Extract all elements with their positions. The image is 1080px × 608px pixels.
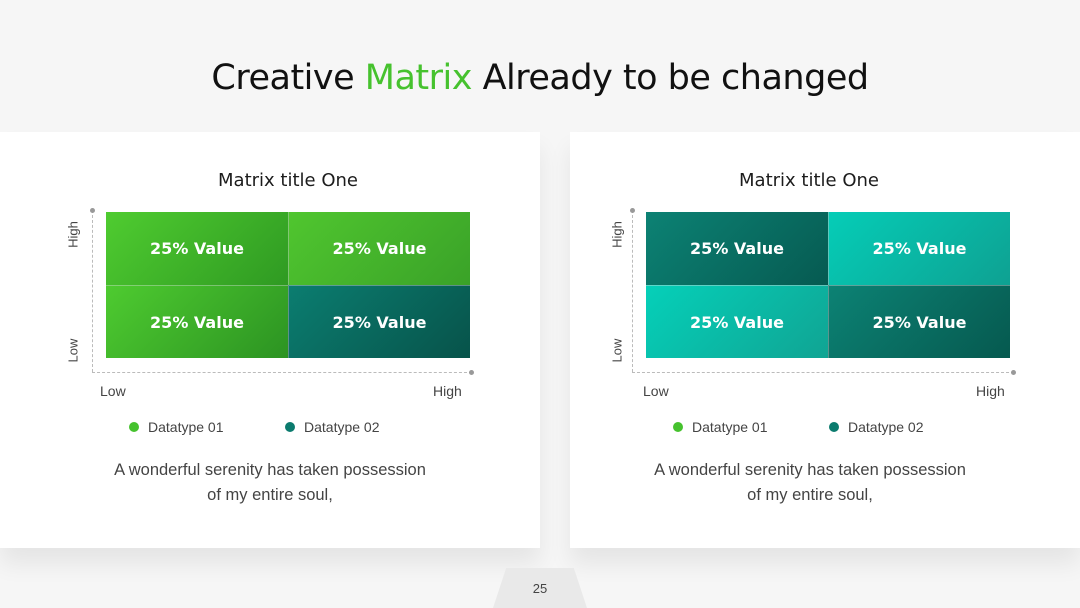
caption-line-1: A wonderful serenity has taken possessio…: [114, 461, 426, 479]
matrix-grid: 25% Value 25% Value 25% Value 25% Value: [106, 212, 471, 358]
x-axis-end-dot: [1011, 370, 1016, 375]
legend-dot-icon: [285, 422, 295, 432]
matrix-cell-high-low: 25% Value: [106, 212, 288, 285]
page-number: 25: [532, 581, 548, 596]
caption-line-1: A wonderful serenity has taken possessio…: [654, 461, 966, 479]
legend-label: Datatype 02: [848, 419, 924, 435]
legend-label: Datatype 01: [692, 419, 768, 435]
matrix-cell-low-low: 25% Value: [646, 285, 828, 358]
y-axis-low-label: Low: [65, 338, 81, 363]
matrix-cell-low-high: 25% Value: [288, 285, 470, 358]
slide-title: Creative Matrix Already to be changed: [0, 58, 1080, 98]
y-axis-line: [632, 210, 633, 372]
legend-item-datatype-02: Datatype 02: [829, 419, 924, 435]
legend-label: Datatype 01: [148, 419, 224, 435]
y-axis-end-dot: [630, 208, 635, 213]
matrix-caption: A wonderful serenity has taken possessio…: [70, 458, 470, 508]
matrix-title: Matrix title One: [218, 170, 358, 191]
title-accent: Matrix: [364, 58, 473, 98]
title-part-2: Already to be changed: [471, 58, 869, 98]
matrix-cell-low-high: 25% Value: [828, 285, 1010, 358]
legend-label: Datatype 02: [304, 419, 380, 435]
legend-item-datatype-01: Datatype 01: [129, 419, 224, 435]
x-axis-high-label: High: [433, 383, 462, 399]
matrix-caption: A wonderful serenity has taken possessio…: [610, 458, 1010, 508]
caption-line-2: of my entire soul,: [207, 486, 333, 504]
matrix-panel-right: Matrix title One 25% Value 25% Value 25%…: [570, 132, 1080, 548]
legend-item-datatype-01: Datatype 01: [673, 419, 768, 435]
legend-dot-icon: [673, 422, 683, 432]
legend-dot-icon: [829, 422, 839, 432]
legend-dot-icon: [129, 422, 139, 432]
y-axis-line: [92, 210, 93, 372]
y-axis-end-dot: [90, 208, 95, 213]
x-axis-end-dot: [469, 370, 474, 375]
matrix-grid: 25% Value 25% Value 25% Value 25% Value: [646, 212, 1011, 358]
x-axis-low-label: Low: [100, 383, 126, 399]
x-axis-low-label: Low: [643, 383, 669, 399]
matrix-cell-low-low: 25% Value: [106, 285, 288, 358]
matrix-panel-left: Matrix title One 25% Value 25% Value 25%…: [0, 132, 540, 548]
y-axis-high-label: High: [65, 221, 81, 248]
matrix-title: Matrix title One: [739, 170, 879, 191]
matrix-cell-high-high: 25% Value: [828, 212, 1010, 285]
x-axis-line: [632, 372, 1014, 373]
y-axis-low-label: Low: [609, 338, 625, 363]
matrix-cell-high-high: 25% Value: [288, 212, 470, 285]
title-part-1: Creative: [211, 58, 365, 98]
matrix-cell-high-low: 25% Value: [646, 212, 828, 285]
legend-item-datatype-02: Datatype 02: [285, 419, 380, 435]
x-axis-high-label: High: [976, 383, 1005, 399]
y-axis-high-label: High: [609, 221, 625, 248]
page-number-tab: [493, 568, 587, 608]
caption-line-2: of my entire soul,: [747, 486, 873, 504]
x-axis-line: [92, 372, 472, 373]
